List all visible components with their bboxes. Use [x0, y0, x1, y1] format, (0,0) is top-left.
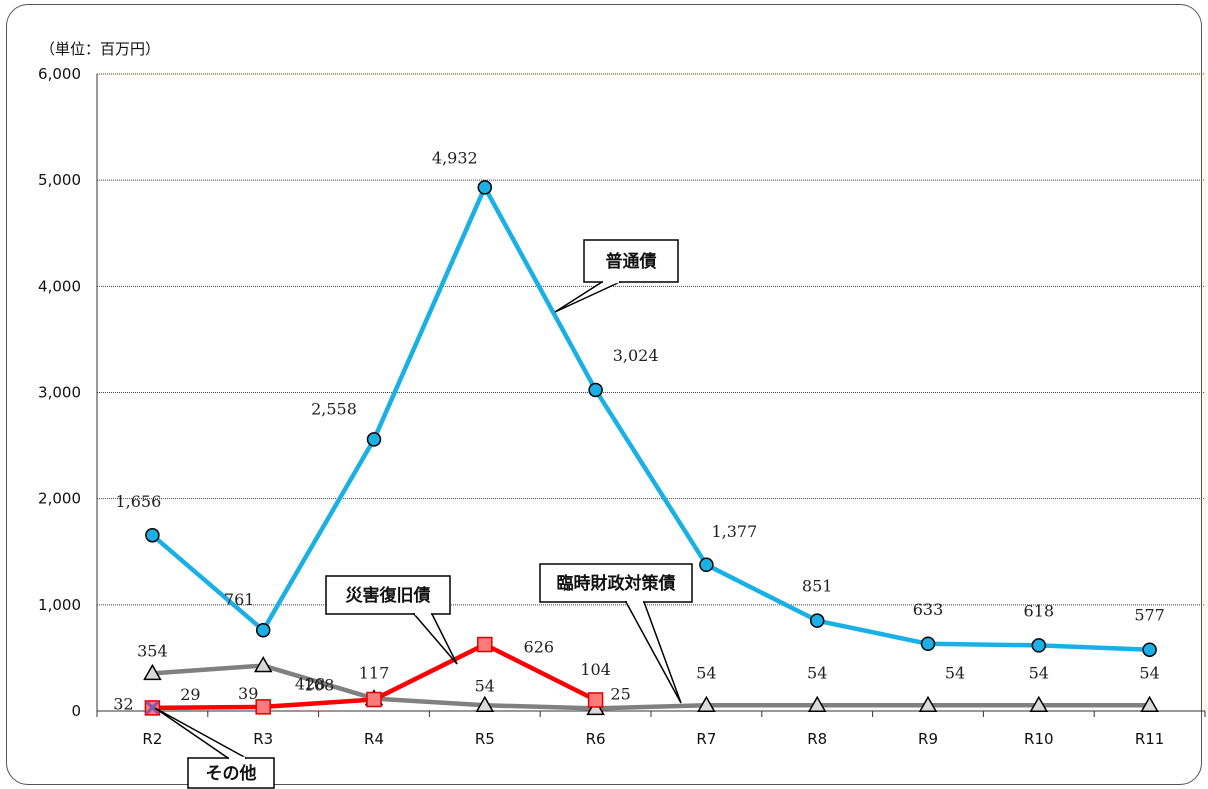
callout-pointer: [412, 613, 458, 665]
callout-pointer: [154, 707, 247, 759]
unit-label: （単位：百万円）: [40, 40, 161, 58]
data-point: [587, 692, 604, 708]
data-label: 29: [180, 685, 200, 704]
data-point: [918, 695, 938, 713]
data-label: 761: [224, 590, 255, 609]
y-tick-label: 1,000: [38, 596, 81, 614]
data-label: 32: [113, 695, 133, 714]
callout-box: [583, 239, 679, 283]
data-point: [143, 663, 162, 681]
y-tick-label: 3,000: [38, 384, 81, 402]
data-label: 626: [524, 638, 555, 657]
data-point: [1142, 642, 1157, 657]
data-label: 54: [945, 663, 965, 682]
x-tick-label: R11: [1135, 730, 1165, 748]
data-point: [1029, 695, 1049, 713]
data-label: 4,932: [432, 148, 478, 167]
x-tick-label: R7: [696, 730, 716, 748]
data-point: [1031, 638, 1047, 653]
series-line: [152, 663, 1150, 711]
y-tick-label: 2,000: [38, 490, 81, 508]
data-label: 1,377: [711, 522, 757, 541]
series-callout: 臨時財政対策債: [539, 563, 693, 704]
data-label: 54: [1029, 663, 1049, 682]
data-label: 54: [1139, 663, 1159, 682]
x-tick-label: R9: [918, 730, 938, 748]
series-callout: その他: [154, 707, 275, 789]
data-label: 2,558: [311, 399, 357, 418]
callout-pointer: [624, 601, 682, 704]
y-tick-label: 0: [71, 702, 81, 720]
data-label: 104: [580, 660, 611, 679]
callout-box: [187, 757, 275, 789]
data-label: 54: [696, 663, 716, 682]
y-tick-label: 5,000: [38, 171, 81, 189]
data-point: [145, 700, 160, 715]
data-point: [699, 557, 714, 573]
series-name-label: 普通債: [606, 251, 657, 272]
x-tick-label: R2: [142, 730, 162, 748]
data-point: [809, 613, 825, 628]
x-tick-label: R10: [1024, 730, 1054, 748]
data-label: 25: [610, 684, 630, 703]
callout-box: [539, 563, 693, 603]
series-name-label: 災害復旧債: [346, 585, 431, 606]
data-label: 39: [238, 684, 258, 703]
data-label: 1,656: [115, 492, 161, 511]
y-tick-label: 6,000: [38, 65, 81, 83]
data-label: 633: [913, 600, 944, 619]
data-point: [475, 695, 495, 713]
data-label: 618: [1024, 601, 1055, 620]
data-point: [477, 636, 493, 653]
data-label: 54: [475, 676, 495, 695]
x-tick-label: R3: [253, 730, 273, 748]
x-tick-label: R6: [586, 730, 606, 748]
data-point: [697, 695, 716, 713]
data-point: [366, 691, 382, 708]
series-callout: 災害復旧債: [325, 575, 458, 665]
data-label: 428: [295, 675, 326, 694]
series-name-label: その他: [206, 763, 257, 784]
data-point: [477, 180, 493, 195]
data-label: 3,024: [613, 346, 659, 365]
data-point: [1140, 695, 1159, 713]
x-tick-label: R5: [475, 730, 495, 748]
y-tick-label: 4,000: [38, 277, 81, 295]
data-label: 108: [304, 676, 335, 695]
data-point: [920, 636, 936, 652]
callout-box: [325, 575, 451, 615]
data-point-stroke: [145, 700, 160, 715]
data-point: [588, 382, 603, 398]
x-tick-label: R8: [807, 730, 827, 748]
data-label: 354: [137, 641, 168, 660]
data-label: 54: [807, 663, 827, 682]
data-label: 577: [1134, 606, 1165, 625]
data-point: [255, 699, 271, 715]
series-callout: 普通債: [554, 239, 679, 313]
data-label: 117: [359, 664, 390, 683]
data-label: 851: [802, 577, 833, 596]
data-point: [145, 527, 160, 543]
x-tick-label: R4: [364, 730, 384, 748]
chart-frame: [6, 4, 1202, 785]
series-line: [150, 185, 1150, 652]
data-point: [366, 432, 382, 447]
data-point: [807, 695, 827, 713]
data-point: [255, 622, 271, 638]
data-point: [253, 656, 273, 673]
series-name-label: 臨時財政対策債: [557, 573, 676, 594]
